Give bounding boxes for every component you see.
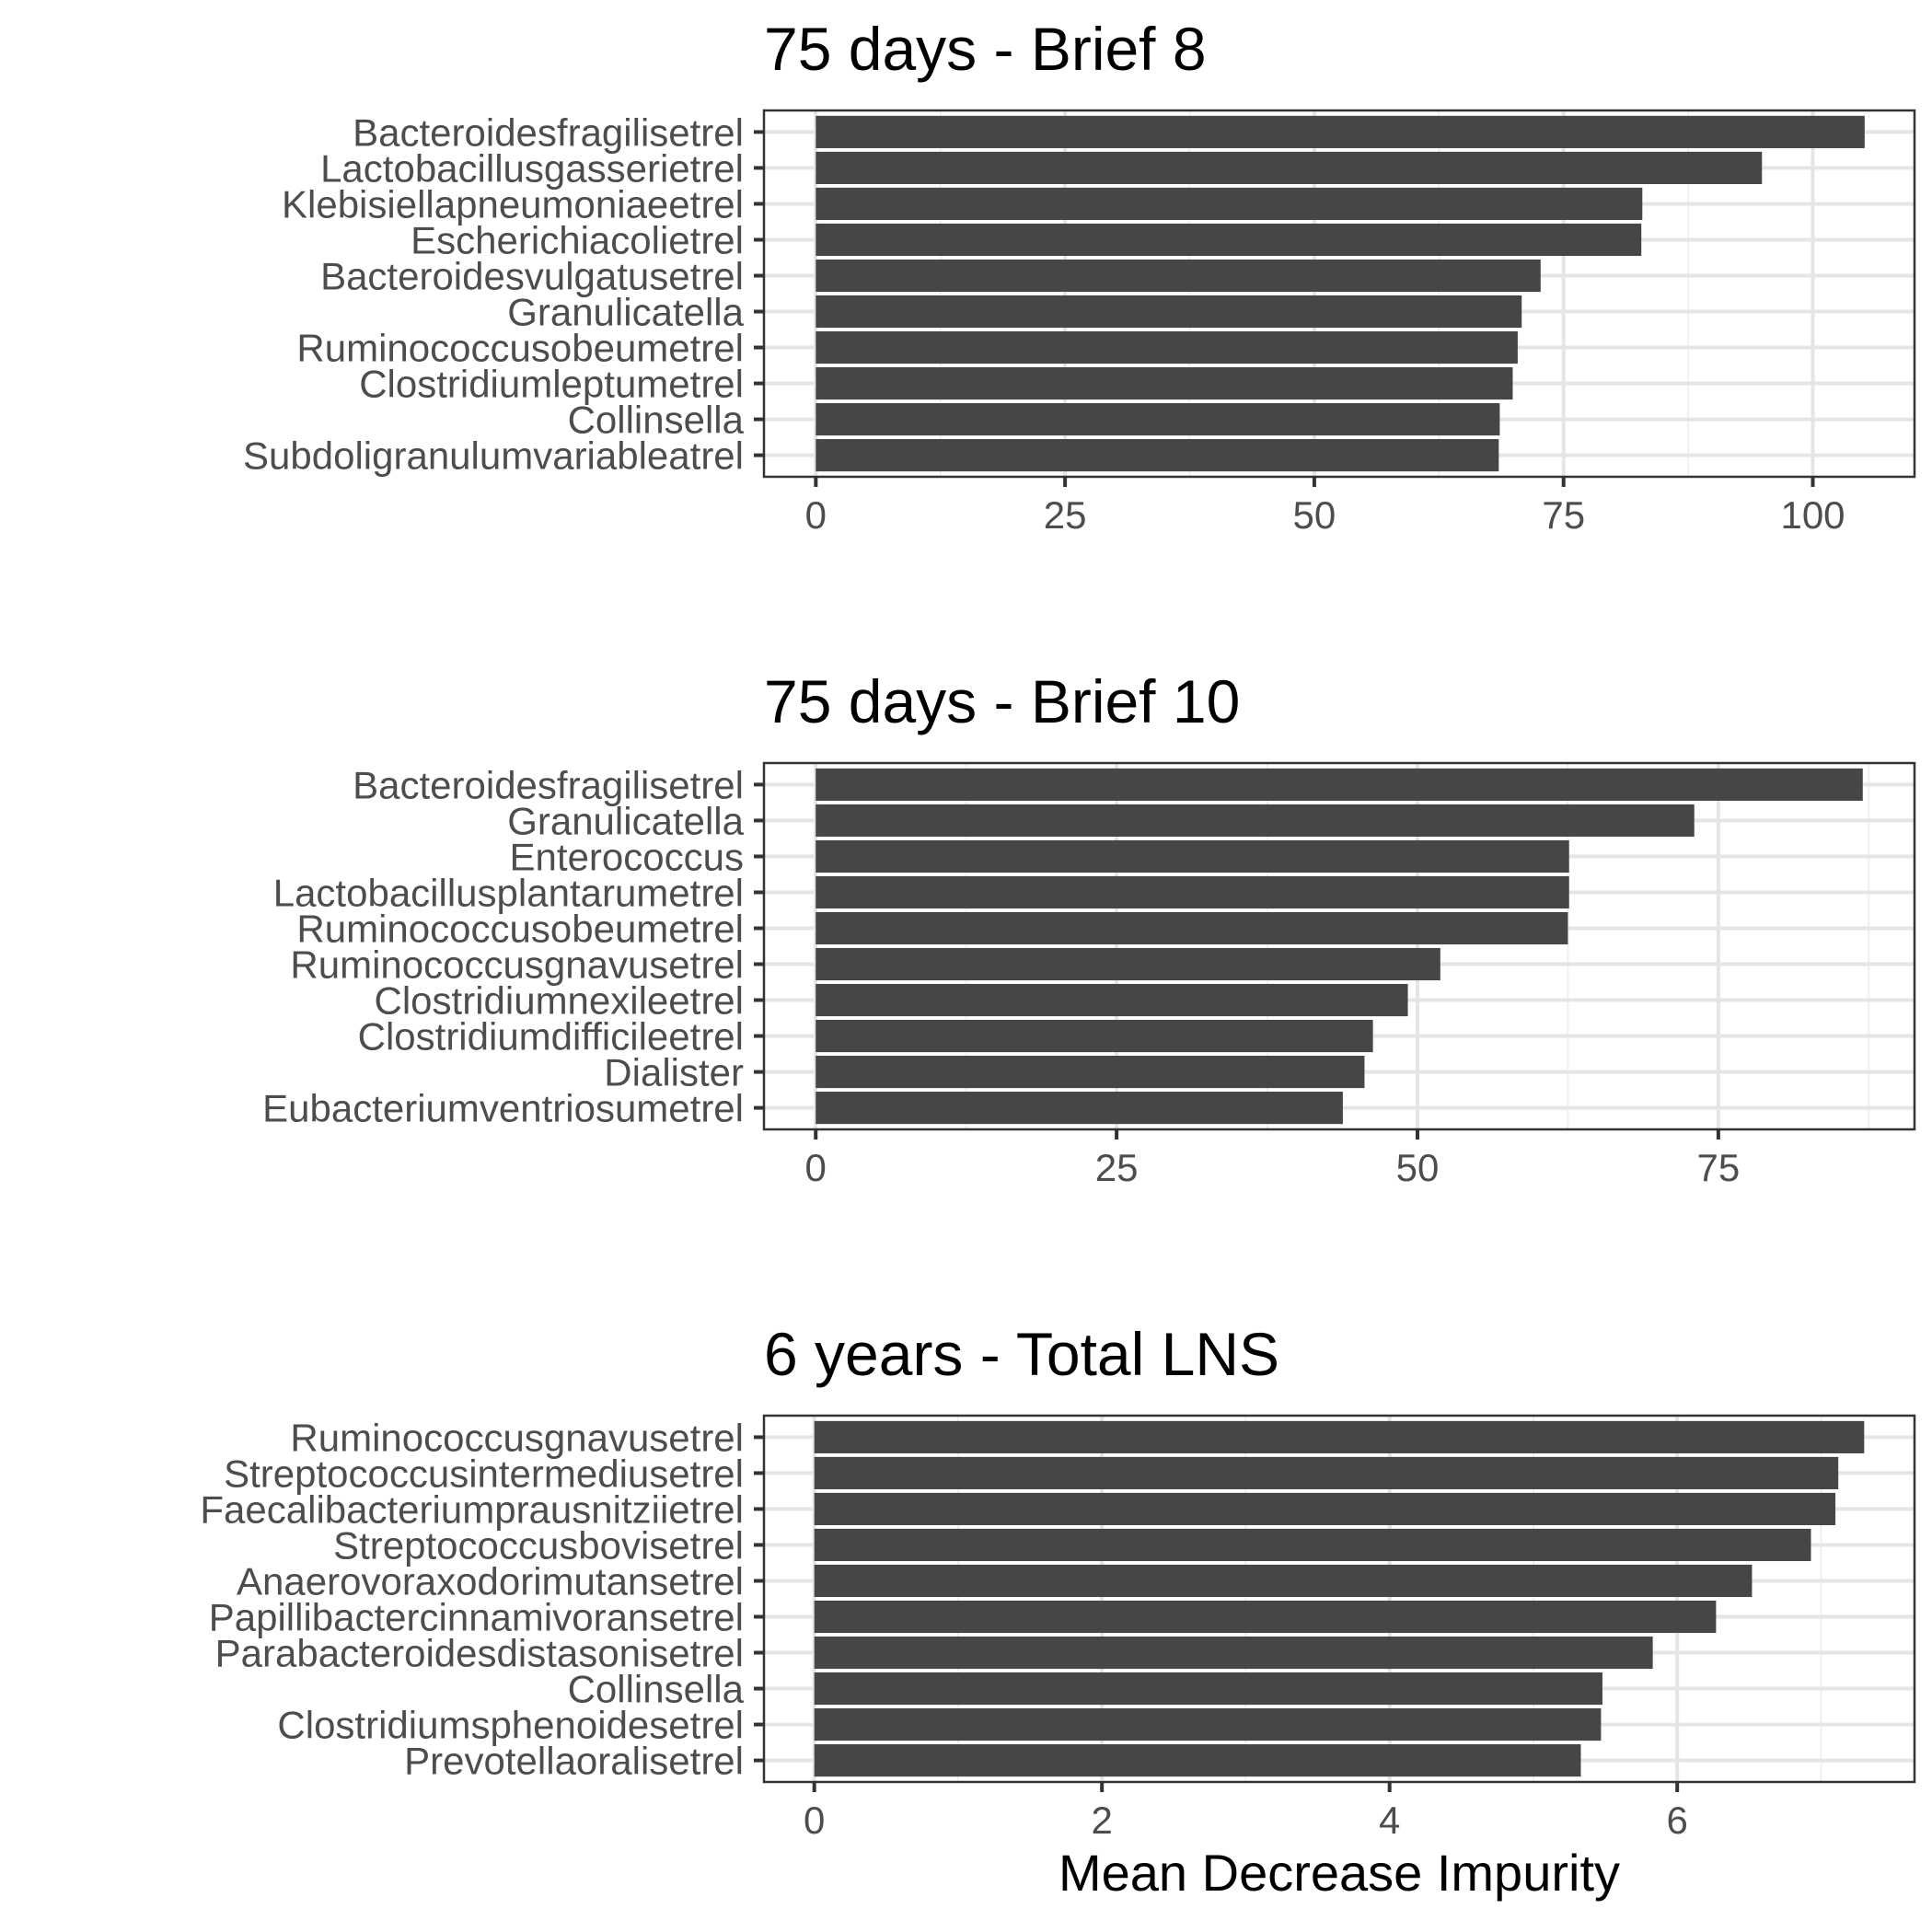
x-tick-label: 50	[1293, 493, 1336, 537]
x-tick-label: 0	[804, 1799, 825, 1842]
bar	[816, 403, 1500, 436]
bar	[816, 330, 1518, 364]
bar	[816, 439, 1499, 472]
bar	[816, 839, 1569, 873]
category-label: Faecalibacteriumprausnitziietrel	[200, 1487, 744, 1531]
bar	[816, 804, 1695, 837]
category-label: Lactobacillusgasserietrel	[320, 146, 744, 190]
bar	[816, 983, 1408, 1017]
bar	[816, 223, 1642, 257]
x-tick-label: 100	[1780, 493, 1845, 537]
category-label: Lactobacillusplantarumetrel	[273, 871, 744, 914]
bar	[814, 1420, 1865, 1453]
bar	[814, 1672, 1602, 1706]
category-label: Bacteroidesfragilisetrel	[353, 110, 744, 154]
bar	[816, 366, 1513, 400]
bar	[816, 259, 1541, 293]
panel-border	[762, 109, 1916, 479]
category-label: Granulicatella	[507, 291, 744, 334]
bar	[814, 1744, 1581, 1777]
category-label: Ruminococcusobeumetrel	[296, 327, 744, 370]
panel-title: 75 days - Brief 10	[764, 667, 1240, 735]
x-tick-label: 75	[1697, 1146, 1741, 1189]
category-label: Ruminococcusgnavusetrel	[290, 1416, 744, 1459]
bar	[816, 295, 1522, 329]
category-label: Parabacteroidesdistasonisetrel	[215, 1632, 744, 1675]
bar	[814, 1636, 1653, 1670]
panel-title: 75 days - Brief 8	[764, 15, 1207, 83]
bar	[816, 151, 1763, 184]
x-axis-title: Mean Decrease Impurity	[1059, 1844, 1620, 1902]
bar	[814, 1564, 1753, 1598]
category-label: Dialister	[604, 1051, 744, 1094]
bar	[816, 187, 1643, 221]
bar	[814, 1528, 1811, 1562]
x-tick-label: 0	[805, 1146, 827, 1189]
chart-panel-1: 75 days - Brief 8 Bacteroidesfragilisetre…	[243, 15, 1916, 537]
x-tick-label: 2	[1092, 1799, 1113, 1842]
category-label: Bacteroidesfragilisetrel	[353, 763, 744, 806]
x-tick-label: 50	[1396, 1146, 1440, 1189]
x-tick-label: 4	[1379, 1799, 1400, 1842]
chart-panel-3: 6 years - Total LNS Ruminococcusgnavusetr…	[200, 1320, 1916, 1902]
category-label: Anaerovoraxodorimutansetrel	[237, 1559, 744, 1602]
x-tick-label: 0	[805, 493, 827, 537]
category-label: Prevotellaoralisetrel	[404, 1740, 744, 1783]
bar	[816, 768, 1863, 801]
bar	[814, 1708, 1602, 1741]
x-tick-label: 25	[1044, 493, 1087, 537]
bar	[816, 911, 1568, 945]
category-label: Clostridiumdifficileetrel	[358, 1015, 744, 1059]
category-label: Ruminococcusobeumetrel	[296, 907, 744, 950]
panel-border	[762, 761, 1916, 1131]
bar	[816, 1056, 1365, 1089]
x-tick-label: 6	[1667, 1799, 1688, 1842]
bar	[816, 115, 1865, 148]
x-tick-label: 25	[1095, 1146, 1139, 1189]
bar	[816, 947, 1440, 981]
category-label: Clostridiumnexileetrel	[375, 979, 744, 1023]
category-label: Subdoligranulumvariableatrel	[243, 434, 744, 478]
category-label: Collinsella	[568, 399, 745, 442]
bar	[814, 1492, 1836, 1526]
category-label: Streptococcusintermediusetrel	[224, 1452, 744, 1495]
chart-panel-2: 75 days - Brief 10 Bacteroidesfragilisetr…	[262, 667, 1916, 1189]
panel-border	[762, 1414, 1916, 1784]
category-label: Klebisiellapneumoniaeetrel	[282, 182, 744, 226]
bar	[816, 1019, 1373, 1053]
x-tick-label: 75	[1542, 493, 1585, 537]
panel-title: 6 years - Total LNS	[764, 1320, 1279, 1388]
category-label: Streptococcusbovisetrel	[333, 1523, 744, 1567]
category-label: Eubacteriumventriosumetrel	[262, 1087, 744, 1130]
bar	[816, 875, 1569, 909]
category-label: Enterococcus	[510, 835, 744, 878]
category-label: Collinsella	[568, 1668, 745, 1711]
category-label: Papillibactercinnamivoransetrel	[209, 1596, 744, 1639]
bar	[816, 1092, 1343, 1125]
category-label: Granulicatella	[507, 799, 744, 842]
bar	[814, 1456, 1839, 1489]
bar	[814, 1600, 1717, 1634]
category-label: Escherichiacolietrel	[411, 218, 744, 261]
category-label: Clostridiumleptumetrel	[359, 363, 744, 406]
category-label: Clostridiumsphenoidesetrel	[277, 1704, 744, 1747]
category-label: Ruminococcusgnavusetrel	[290, 943, 744, 987]
category-label: Bacteroidesvulgatusetrel	[320, 254, 744, 297]
